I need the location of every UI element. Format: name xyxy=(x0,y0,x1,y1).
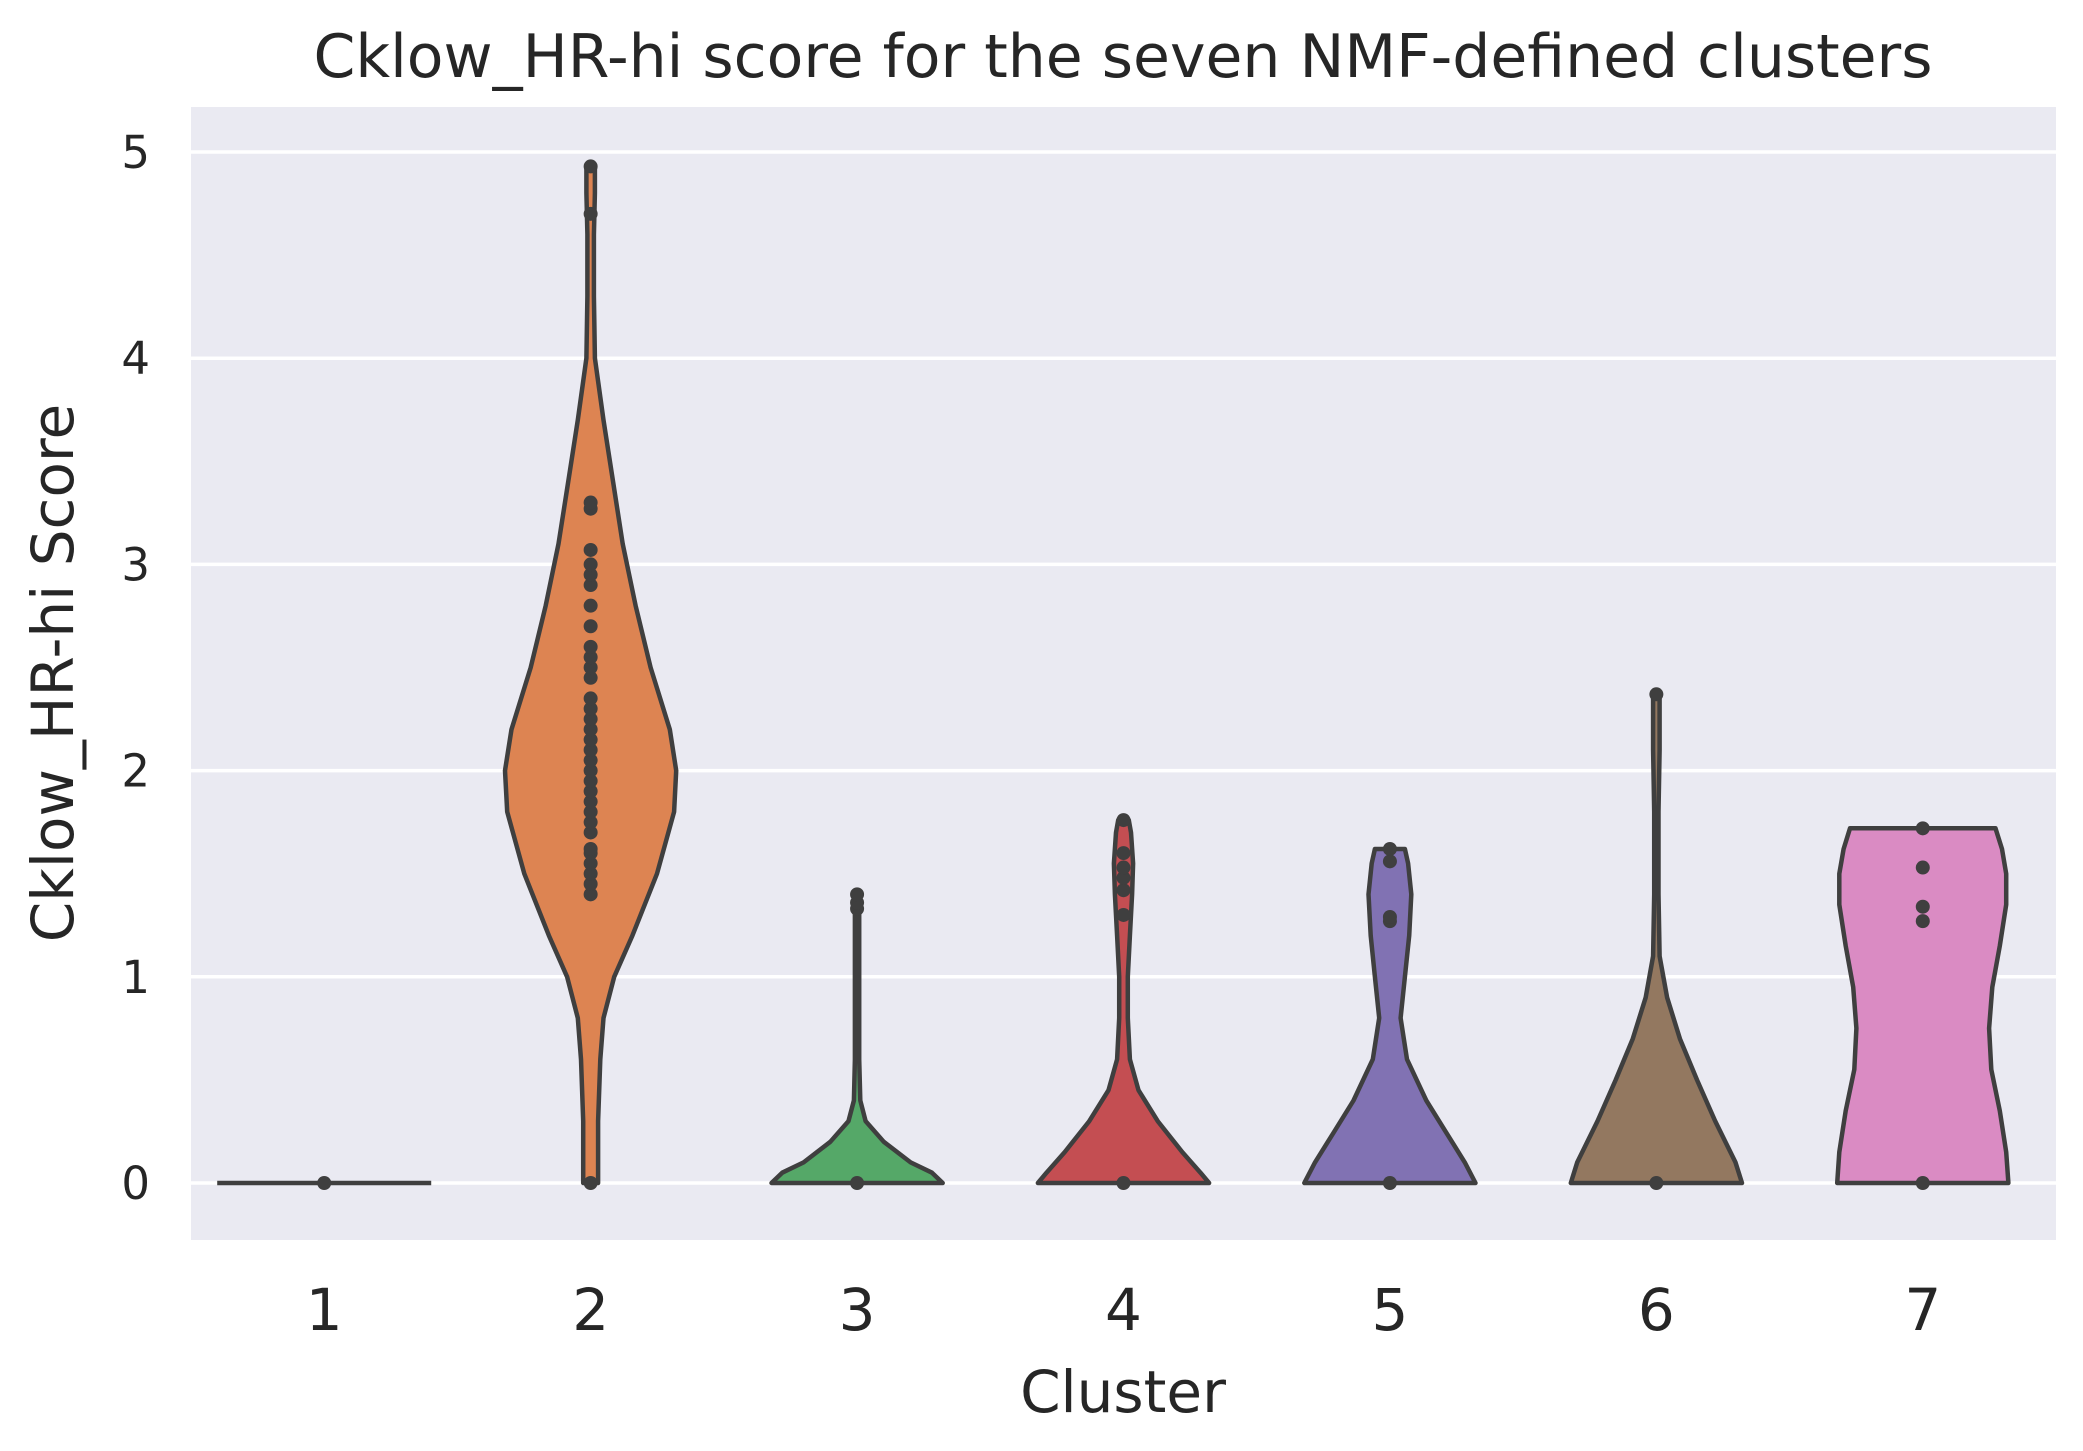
violin-cluster-5 xyxy=(1302,846,1478,1186)
data-point-cluster-4 xyxy=(1116,813,1131,828)
data-point-cluster-2 xyxy=(583,825,598,840)
data-point-cluster-2 xyxy=(583,159,598,174)
y-tick-label: 2 xyxy=(121,745,150,798)
data-point-cluster-7 xyxy=(1915,821,1930,836)
y-tick-labels: 0 1 2 3 4 5 xyxy=(121,126,150,1210)
data-point-cluster-2 xyxy=(583,1176,598,1190)
data-point-cluster-4 xyxy=(1116,846,1131,861)
data-point-cluster-7 xyxy=(1915,860,1930,875)
data-point-cluster-5 xyxy=(1382,841,1397,856)
data-point-cluster-2 xyxy=(583,619,598,634)
x-tick-label: 3 xyxy=(839,1276,876,1344)
y-tick-label: 0 xyxy=(121,1157,150,1210)
x-tick-label: 2 xyxy=(572,1276,609,1344)
chart-title: Cklow_HR-hi score for the seven NMF-defi… xyxy=(313,22,1932,92)
data-point-cluster-2 xyxy=(583,763,598,778)
x-axis-label: Cluster xyxy=(1020,1358,1226,1426)
x-tick-label: 6 xyxy=(1638,1276,1675,1344)
data-point-cluster-2 xyxy=(583,639,598,654)
data-point-cluster-7 xyxy=(1915,914,1930,929)
data-point-cluster-6 xyxy=(1649,1176,1664,1190)
data-point-cluster-2 xyxy=(583,542,598,557)
data-point-cluster-3 xyxy=(850,1176,865,1190)
data-point-cluster-2 xyxy=(583,773,598,788)
data-point-cluster-2 xyxy=(583,660,598,675)
x-tick-labels: 1 2 3 4 5 6 7 xyxy=(306,1276,1941,1344)
data-point-cluster-4 xyxy=(1116,883,1131,898)
data-point-cluster-2 xyxy=(583,866,598,881)
y-tick-label: 5 xyxy=(121,126,150,179)
data-point-cluster-2 xyxy=(583,742,598,757)
data-point-cluster-2 xyxy=(583,557,598,572)
data-point-cluster-5 xyxy=(1382,910,1397,925)
data-point-cluster-2 xyxy=(583,598,598,613)
data-point-cluster-2 xyxy=(583,722,598,737)
y-axis-label: Cklow_HR-hi Score xyxy=(19,404,87,942)
data-point-cluster-7 xyxy=(1915,899,1930,914)
data-point-cluster-2 xyxy=(583,804,598,819)
data-point-cluster-2 xyxy=(583,670,598,685)
data-point-cluster-2 xyxy=(583,887,598,902)
data-point-cluster-2 xyxy=(583,815,598,830)
data-point-cluster-2 xyxy=(583,877,598,892)
data-point-cluster-2 xyxy=(583,206,598,221)
data-point-cluster-4 xyxy=(1116,1176,1131,1190)
x-tick-label: 4 xyxy=(1105,1276,1142,1344)
data-point-cluster-2 xyxy=(583,567,598,582)
data-point-cluster-2 xyxy=(583,701,598,716)
data-point-cluster-6 xyxy=(1649,687,1664,702)
data-point-cluster-2 xyxy=(583,841,598,856)
data-point-cluster-2 xyxy=(583,495,598,510)
data-point-cluster-2 xyxy=(583,794,598,809)
data-point-cluster-2 xyxy=(583,753,598,768)
data-point-cluster-2 xyxy=(583,784,598,799)
data-point-cluster-3 xyxy=(850,887,865,902)
data-point-cluster-7 xyxy=(1915,1176,1930,1190)
data-point-cluster-2 xyxy=(583,732,598,747)
violin-cluster-7 xyxy=(1834,826,2011,1186)
x-tick-label: 5 xyxy=(1371,1276,1408,1344)
x-tick-label: 1 xyxy=(306,1276,343,1344)
data-point-cluster-1 xyxy=(317,1176,332,1190)
data-point-cluster-2 xyxy=(583,578,598,593)
data-points xyxy=(317,159,1930,1190)
data-point-cluster-4 xyxy=(1116,907,1131,922)
x-tick-label: 7 xyxy=(1904,1276,1941,1344)
y-tick-label: 3 xyxy=(121,538,150,591)
data-point-cluster-5 xyxy=(1382,854,1397,869)
data-point-cluster-2 xyxy=(583,650,598,665)
data-point-cluster-4 xyxy=(1116,870,1131,885)
data-point-cluster-5 xyxy=(1382,1176,1397,1190)
data-point-cluster-2 xyxy=(583,691,598,706)
y-tick-label: 1 xyxy=(121,951,150,1004)
data-point-cluster-2 xyxy=(583,712,598,727)
data-point-cluster-2 xyxy=(583,856,598,871)
data-point-cluster-4 xyxy=(1116,860,1131,875)
y-tick-label: 4 xyxy=(121,332,150,385)
